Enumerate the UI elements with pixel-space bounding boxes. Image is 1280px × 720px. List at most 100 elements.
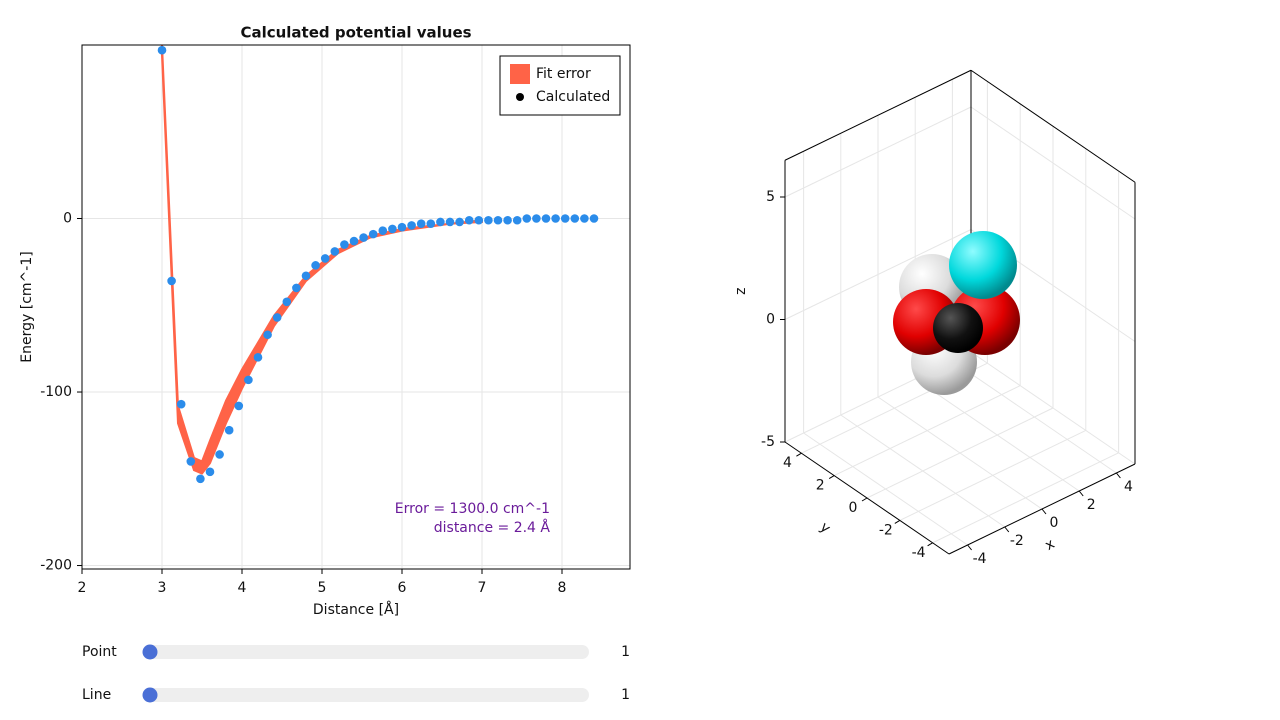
data-point <box>436 217 445 227</box>
data-point <box>320 254 330 263</box>
slider-knob[interactable] <box>142 687 158 703</box>
tick-mark <box>1004 526 1010 533</box>
slider-value: 1 <box>621 687 630 703</box>
data-point <box>311 261 320 270</box>
z-tick-label: 0 <box>766 312 775 328</box>
axis-edge <box>970 69 1136 183</box>
x-tick-label: 4 <box>1124 479 1133 495</box>
data-point <box>349 236 359 246</box>
data-point <box>445 217 455 227</box>
data-point <box>301 271 311 281</box>
data-point <box>493 215 503 225</box>
molecule <box>893 231 1020 395</box>
slider-label: Line <box>82 687 111 703</box>
plot-area <box>157 45 599 484</box>
grid-line <box>833 385 1021 477</box>
data-point <box>416 219 426 229</box>
grid-line <box>899 429 1087 521</box>
data-point <box>244 375 253 385</box>
legend-swatch <box>516 93 524 101</box>
tick-mark <box>894 519 901 524</box>
x-tick-label: 5 <box>318 580 327 596</box>
tick-mark <box>927 542 933 547</box>
x-tick-label: 8 <box>558 580 567 596</box>
y-axis-label: y <box>817 519 834 537</box>
z-tick-label: -5 <box>761 434 775 450</box>
data-point <box>512 215 522 225</box>
data-point <box>215 450 224 459</box>
grid-line <box>784 229 972 320</box>
tick-mark <box>1078 490 1084 497</box>
data-point <box>253 353 263 362</box>
x-axis-label: Distance [Å] <box>313 601 399 618</box>
y-tick-label: 0 <box>63 211 72 227</box>
x-tick-label: 7 <box>478 580 487 596</box>
y-tick-label: 2 <box>816 478 825 494</box>
slider-track[interactable] <box>143 645 589 659</box>
annotation: Error = 1300.0 cm^-1 <box>395 501 550 517</box>
axis-frame <box>81 44 631 570</box>
y-tick-label: -100 <box>40 384 72 400</box>
data-point <box>196 474 205 484</box>
x-tick-label: 2 <box>1087 497 1096 513</box>
data-point <box>263 330 272 340</box>
grid-line <box>932 452 1119 544</box>
data-point <box>532 214 541 223</box>
data-point <box>541 214 551 223</box>
x-axis-label: x <box>1042 536 1057 554</box>
data-point <box>589 214 599 223</box>
legend-swatch <box>510 64 530 84</box>
data-point <box>330 247 340 256</box>
y-tick-label: -200 <box>40 558 72 574</box>
chart-title: Calculated potential values <box>240 24 471 42</box>
grid-line <box>970 106 1136 220</box>
axis-edge <box>784 441 950 555</box>
data-point <box>157 45 167 55</box>
data-point <box>503 215 512 225</box>
grid-line <box>866 407 1054 499</box>
slider-knob[interactable] <box>142 644 158 660</box>
data-point <box>224 425 234 435</box>
x-tick-label: 0 <box>1050 515 1059 531</box>
grid-line <box>784 106 972 198</box>
data-point <box>560 214 570 223</box>
atom <box>933 303 983 353</box>
y-tick-label: -4 <box>912 545 926 561</box>
grid-line <box>970 351 1136 465</box>
atom <box>949 231 1017 299</box>
annotation: distance = 2.4 Å <box>434 519 551 536</box>
tick-mark <box>1116 472 1121 479</box>
data-point <box>474 215 484 225</box>
data-point <box>378 226 388 235</box>
x-tick-label: -4 <box>973 551 987 567</box>
data-point <box>580 214 589 223</box>
data-point <box>205 467 215 477</box>
tick-mark <box>861 497 868 502</box>
x-tick-label: 2 <box>78 580 87 596</box>
data-point <box>340 240 349 249</box>
data-point <box>272 313 282 322</box>
data-point <box>234 401 244 411</box>
tick-mark <box>828 475 835 480</box>
data-point <box>522 214 532 223</box>
tick-mark <box>1041 508 1047 515</box>
slider-value: 1 <box>621 644 630 660</box>
y-tick-label: 0 <box>849 500 858 516</box>
data-point <box>186 457 196 466</box>
data-point <box>551 214 560 223</box>
slider-track[interactable] <box>143 688 589 702</box>
x-tick-label: 3 <box>158 580 167 596</box>
data-point <box>359 233 368 242</box>
y-axis-label: Energy [cm^-1] <box>19 251 35 362</box>
data-point <box>388 224 397 234</box>
z-axis-label: z <box>733 287 749 294</box>
z-tick-label: 5 <box>766 189 775 205</box>
data-point <box>426 219 436 229</box>
axis-edge <box>948 463 1136 555</box>
tick-mark <box>967 544 972 551</box>
data-point <box>407 221 416 230</box>
tick-mark <box>796 452 802 457</box>
data-point <box>176 399 186 409</box>
x-tick-label: 6 <box>398 580 407 596</box>
